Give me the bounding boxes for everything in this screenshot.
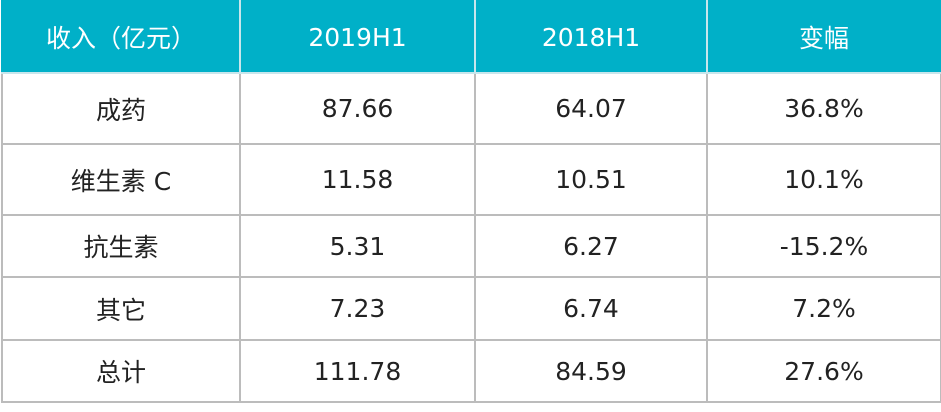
cell-category: 成药 <box>1 72 241 145</box>
cell-2018h1: 10.51 <box>474 143 708 216</box>
cell-2019h1: 7.23 <box>239 276 476 341</box>
cell-2019h1: 5.31 <box>239 214 476 278</box>
cell-2018h1: 64.07 <box>474 72 708 145</box>
cell-category: 抗生素 <box>1 214 241 278</box>
header-2019h1: 2019H1 <box>239 0 476 74</box>
cell-change: -15.2% <box>706 214 941 278</box>
revenue-table: 收入（亿元） 2019H1 2018H1 变幅 成药 87.66 64.07 3… <box>1 0 941 403</box>
cell-change: 7.2% <box>706 276 941 341</box>
cell-category: 总计 <box>1 339 241 403</box>
cell-2019h1: 111.78 <box>239 339 476 403</box>
header-change: 变幅 <box>706 0 941 74</box>
cell-2018h1: 6.27 <box>474 214 708 278</box>
header-2018h1: 2018H1 <box>474 0 708 74</box>
table-row: 其它 7.23 6.74 7.2% <box>1 276 941 341</box>
cell-change: 36.8% <box>706 72 941 145</box>
table-row: 成药 87.66 64.07 36.8% <box>1 72 941 145</box>
header-category: 收入（亿元） <box>1 0 241 74</box>
cell-2019h1: 87.66 <box>239 72 476 145</box>
cell-2019h1: 11.58 <box>239 143 476 216</box>
cell-category: 维生素 C <box>1 143 241 216</box>
cell-category: 其它 <box>1 276 241 341</box>
table-row: 总计 111.78 84.59 27.6% <box>1 339 941 403</box>
table-row: 维生素 C 11.58 10.51 10.1% <box>1 143 941 216</box>
cell-change: 10.1% <box>706 143 941 216</box>
cell-2018h1: 84.59 <box>474 339 708 403</box>
header-row: 收入（亿元） 2019H1 2018H1 变幅 <box>1 0 941 74</box>
cell-change: 27.6% <box>706 339 941 403</box>
table-row: 抗生素 5.31 6.27 -15.2% <box>1 214 941 278</box>
cell-2018h1: 6.74 <box>474 276 708 341</box>
